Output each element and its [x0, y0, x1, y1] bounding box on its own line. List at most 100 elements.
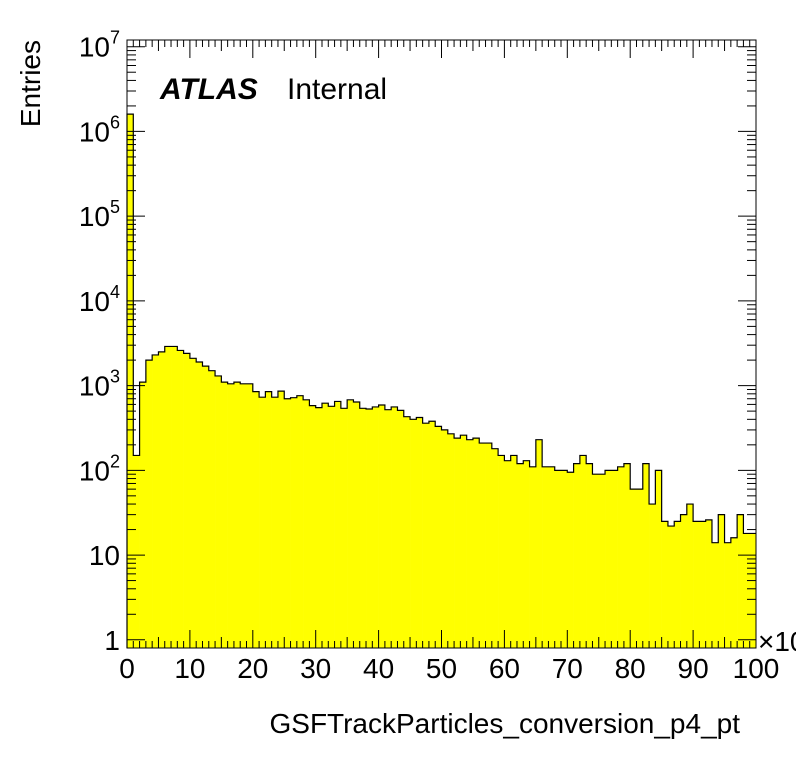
hist-bin: [240, 383, 247, 648]
hist-bin: [347, 399, 354, 648]
hist-bin: [340, 408, 348, 648]
hist-bin: [567, 472, 574, 648]
hist-bin: [202, 366, 210, 648]
hist-bin: [321, 403, 329, 648]
x-tick-label: 30: [300, 653, 331, 684]
hist-bin: [548, 466, 556, 648]
x-tick-label: 70: [552, 653, 583, 684]
hist-bin: [410, 419, 417, 648]
hist-bin: [309, 405, 316, 648]
hist-bin: [655, 470, 662, 648]
hist-bin: [447, 433, 455, 648]
hist-bin: [133, 455, 140, 648]
x-tick-label: 50: [426, 653, 457, 684]
hist-bin: [749, 533, 757, 648]
hist-bin: [315, 407, 323, 648]
hist-bin: [303, 399, 310, 648]
hist-bin: [529, 466, 537, 648]
hist-bin: [724, 542, 732, 648]
hist-bin: [661, 521, 669, 648]
hist-bin: [152, 354, 159, 648]
hist-bin: [592, 474, 600, 648]
hist-bin: [743, 533, 751, 648]
hist-bin: [171, 346, 178, 648]
hist-bin: [454, 438, 461, 648]
x-tick-label: 60: [489, 653, 520, 684]
hist-bin: [642, 463, 650, 648]
hist-bin: [227, 383, 235, 648]
hist-bin: [573, 463, 581, 648]
hist-bin: [290, 397, 298, 648]
hist-bin: [498, 455, 505, 648]
hist-bin: [479, 443, 486, 648]
hist-bin: [561, 470, 568, 648]
hist-bin: [737, 514, 744, 648]
histogram-bars: [126, 113, 757, 648]
hist-bin: [428, 421, 436, 648]
hist-bin: [680, 514, 688, 648]
y-tick-label: 102: [79, 451, 120, 486]
hist-bin: [598, 474, 606, 648]
hist-bin: [397, 410, 405, 648]
hist-bin: [516, 463, 524, 648]
y-axis-label: Entries: [15, 40, 46, 127]
hist-bin: [535, 439, 543, 648]
x-axis-ticks: [126, 40, 757, 648]
hist-bin: [183, 353, 191, 648]
y-tick-label: 107: [79, 28, 120, 63]
hist-bin: [686, 504, 694, 648]
hist-bin: [378, 405, 386, 648]
hist-bin: [127, 114, 134, 648]
hist-bin: [372, 406, 379, 648]
hist-bin: [391, 406, 398, 648]
hist-bin: [139, 382, 147, 648]
x-tick-label: 100: [733, 653, 780, 684]
hist-bin: [277, 391, 285, 648]
hist-bin: [636, 489, 644, 648]
hist-bin: [422, 423, 430, 648]
hist-bin: [208, 370, 216, 648]
hist-bin: [542, 466, 549, 648]
hist-bin: [353, 402, 361, 648]
x-tick-label: 80: [615, 653, 646, 684]
hist-bin: [416, 417, 423, 648]
hist-bin: [296, 395, 304, 648]
x-tick-label: 40: [363, 653, 394, 684]
hist-bin: [730, 537, 738, 648]
hist-bin: [523, 460, 530, 648]
x-axis-label: GSFTrackParticles_conversion_p4_pt: [269, 708, 740, 739]
hist-bin: [718, 514, 725, 648]
hist-bin: [221, 382, 228, 648]
hist-bin: [510, 455, 518, 648]
hist-bin: [259, 397, 266, 648]
hist-bin: [611, 470, 618, 648]
hist-bin: [246, 383, 254, 648]
hist-bin: [711, 542, 719, 648]
hist-bin: [693, 521, 700, 648]
y-tick-label: 1: [104, 625, 120, 656]
hist-bin: [466, 439, 474, 648]
hist-bin: [334, 401, 342, 648]
hist-bin: [196, 361, 203, 648]
hist-bin: [145, 360, 153, 648]
y-tick-label: 106: [79, 112, 120, 147]
hist-bin: [705, 519, 713, 648]
internal-label: Internal: [287, 73, 387, 106]
y-tick-label: 10: [89, 540, 120, 571]
x-axis-tick-labels: 0 10 20 30 40 50 60 70 80 90 100: [119, 653, 779, 684]
hist-bin: [674, 521, 681, 648]
hist-bin: [485, 443, 493, 648]
hist-bin: [649, 504, 656, 648]
hist-bin: [699, 521, 706, 648]
hist-bin: [554, 470, 562, 648]
hist-bin: [623, 463, 631, 648]
hist-bin: [158, 351, 166, 648]
hist-bin: [359, 408, 367, 648]
hist-bin: [472, 438, 480, 648]
hist-bin: [265, 391, 272, 648]
hist-bin: [328, 406, 335, 648]
y-tick-label: 103: [79, 367, 120, 402]
x-axis-multiplier: ×10: [758, 626, 796, 657]
hist-bin: [284, 398, 291, 648]
hist-bin: [177, 350, 184, 648]
